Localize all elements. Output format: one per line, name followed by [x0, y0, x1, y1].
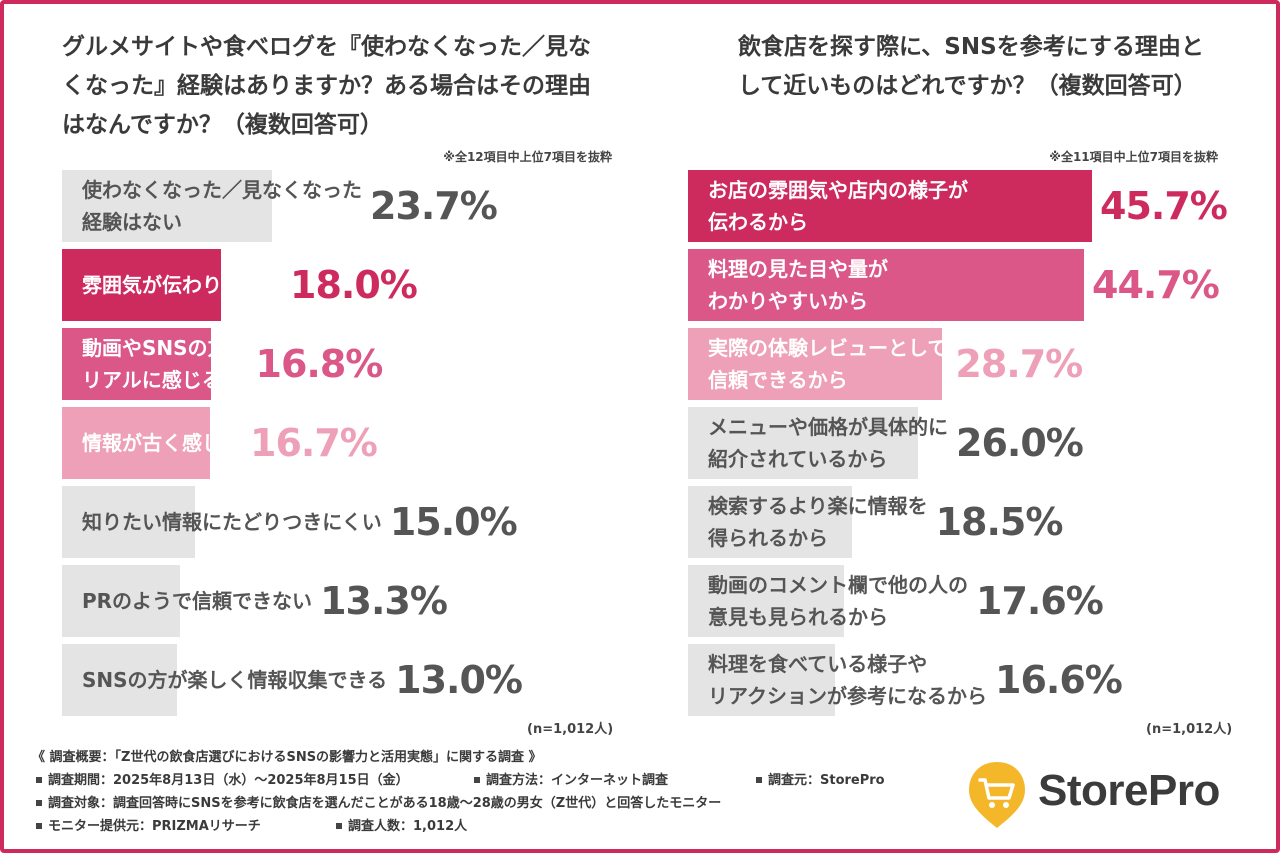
right-bar-5	[688, 486, 852, 558]
right-sample-size: (n=1,012人)	[1146, 722, 1233, 737]
survey-heading: 《 調査概要：「Z世代の飲食店選びにおけるSNSの影響力と活用実態」に関する調査…	[32, 750, 542, 765]
right-bar-label-1: お店の雰囲気や店内の様子が 伝わるから	[708, 178, 968, 234]
survey-target: 調査対象：調査回答時にSNSを参考に飲食店を選んだことがある18歳〜28歳の男女…	[48, 796, 722, 811]
right-bar-label-3: 実際の体験レビューとして 信頼できるから	[708, 336, 948, 392]
left-bar-value-1: 23.7%	[370, 184, 498, 228]
survey-line-2: 調査対象：調査回答時にSNSを参考に飲食店を選んだことがある18歳〜28歳の男女…	[32, 792, 952, 815]
left-bar-label-4: 情報が古く感じる	[82, 431, 242, 455]
right-bar-label-4: メニューや価格が具体的に 紹介されているから	[708, 415, 948, 471]
right-bar-label-2: 料理の見た目や量が わかりやすいから	[708, 257, 888, 313]
right-bar-row-4: メニューや価格が具体的に 紹介されているから 26.0%	[688, 407, 1248, 479]
left-bar-row-1: 使わなくなった／見なくなった 経験はない 23.7%	[62, 170, 622, 242]
survey-method: 調査方法：インターネット調査	[486, 773, 669, 788]
right-bar-value-1: 45.7%	[1100, 184, 1228, 228]
right-bar-label-6: 動画のコメント欄で他の人の 意見も見られるから	[708, 573, 968, 629]
right-bar-label-7: 料理を食べている様子や リアクションが参考になるから	[708, 652, 987, 708]
left-bar-6	[62, 565, 180, 637]
right-bar-1	[688, 170, 1092, 242]
left-bar-value-3: 16.8%	[255, 342, 384, 386]
left-sample-size: (n=1,012人)	[527, 722, 614, 737]
left-bar-value-7: 13.0%	[395, 658, 523, 702]
right-bar-row-6: 動画のコメント欄で他の人の 意見も見られるから 17.6%	[688, 565, 1248, 637]
right-bar-value-4: 26.0%	[956, 421, 1084, 465]
left-bar-value-4: 16.7%	[250, 421, 378, 465]
left-bar-3	[62, 328, 211, 400]
survey-count: 調査人数：1,012人	[348, 819, 468, 834]
left-chart-title: グルメサイトや食べログを『使わなくなった／見なくなった』経験はありますか？ある場…	[62, 34, 591, 138]
left-bar-label-7: SNSの方が楽しく情報収集できる	[82, 668, 388, 692]
right-chart-title: 飲食店を探す際に、SNSを参考にする理由として近いものはどれですか？（複数回答可…	[738, 34, 1204, 99]
right-bar-value-2: 44.7%	[1092, 263, 1220, 307]
survey-summary: 《 調査概要：「Z世代の飲食店選びにおけるSNSの影響力と活用実態」に関する調査…	[32, 746, 952, 838]
right-bar-3	[688, 328, 942, 400]
left-bar-1	[62, 170, 272, 242]
survey-line-1: 調査期間：2025年8月13日（水）〜2025年8月15日（金） 調査方法：インタ…	[32, 769, 952, 792]
survey-line-3: モニター提供元：PRIZMAリサーチ 調査人数：1,012人	[32, 815, 952, 838]
right-bar-row-2: 料理の見た目や量が わかりやすいから 44.7%	[688, 249, 1248, 321]
right-bar-value-5: 18.5%	[935, 500, 1064, 544]
left-bar-value-2: 18.0%	[290, 263, 418, 307]
left-bar-row-5: 知りたい情報にたどりつきにくい 15.0%	[62, 486, 622, 558]
survey-provider: モニター提供元：PRIZMAリサーチ	[48, 819, 261, 834]
right-bar-2	[688, 249, 1084, 321]
right-bar-4	[688, 407, 918, 479]
left-bar-row-3: 動画やSNSの方が リアルに感じる 16.8%	[62, 328, 622, 400]
left-bar-label-2: 雰囲気が伝わりづらい	[82, 273, 282, 297]
right-chart-note: ※全11項目中上位7項目を抜粋	[1049, 150, 1218, 164]
right-bar-7	[688, 644, 835, 716]
left-bar-label-5: 知りたい情報にたどりつきにくい	[82, 510, 382, 534]
storepro-logo-text: StorePro	[1038, 766, 1220, 815]
left-chart-note: ※全12項目中上位7項目を抜粋	[443, 150, 612, 164]
right-bar-row-5: 検索するより楽に情報を 得られるから 18.5%	[688, 486, 1248, 558]
left-bar-5	[62, 486, 195, 558]
left-bar-row-2: 雰囲気が伝わりづらい 18.0%	[62, 249, 622, 321]
left-bar-row-6: PRのようで信頼できない 13.3%	[62, 565, 622, 637]
right-bar-label-5: 検索するより楽に情報を 得られるから	[708, 494, 928, 550]
right-bar-row-1: お店の雰囲気や店内の様子が 伝わるから 45.7%	[688, 170, 1248, 242]
right-bar-value-6: 17.6%	[976, 579, 1104, 623]
left-bar-2	[62, 249, 221, 321]
left-bar-value-5: 15.0%	[389, 500, 518, 544]
right-bar-row-3: 実際の体験レビューとして 信頼できるから 28.7%	[688, 328, 1248, 400]
right-bar-value-3: 28.7%	[955, 342, 1083, 386]
right-bar-6	[688, 565, 844, 637]
right-bar-row-7: 料理を食べている様子や リアクションが参考になるから 16.6%	[688, 644, 1248, 716]
left-bar-row-7: SNSの方が楽しく情報収集できる 13.0%	[62, 644, 622, 716]
survey-period: 調査期間：2025年8月13日（水）〜2025年8月15日（金）	[48, 773, 409, 788]
storepro-logo: StorePro	[966, 760, 1256, 830]
left-bar-label-3: 動画やSNSの方が リアルに感じる	[82, 336, 248, 392]
left-bar-7	[62, 644, 177, 716]
left-bar-4	[62, 407, 210, 479]
survey-source: 調査元：StorePro	[768, 773, 885, 788]
left-bar-row-4: 情報が古く感じる 16.7%	[62, 407, 622, 479]
left-bar-label-6: PRのようで信頼できない	[82, 589, 313, 613]
left-bar-value-6: 13.3%	[320, 579, 448, 623]
right-bar-value-7: 16.6%	[995, 658, 1123, 702]
store-cart-pin-icon	[969, 762, 1025, 828]
left-bar-label-1: 使わなくなった／見なくなった 経験はない	[82, 178, 362, 234]
